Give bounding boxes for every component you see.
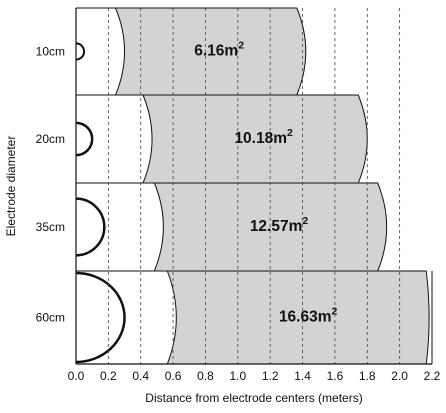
x-tick-label-1.8: 1.8	[359, 369, 376, 383]
area-unit-superscript: 2	[238, 40, 244, 52]
x-tick-label-0.8: 0.8	[197, 369, 214, 383]
area-label-35cm: 12.57m2	[250, 215, 309, 235]
x-tick-label-2.0: 2.0	[391, 369, 408, 383]
category-label-20cm: 20cm	[36, 132, 65, 146]
electrode-60cm	[75, 271, 126, 364]
x-tick-label-1.6: 1.6	[327, 369, 344, 383]
electrode-10cm	[75, 42, 85, 61]
gridlines-layer	[107, 8, 401, 364]
category-label-60cm: 60cm	[36, 311, 65, 325]
x-tick-label-0.6: 0.6	[165, 369, 182, 383]
area-label-10cm: 6.16m2	[194, 40, 244, 60]
bands-layer	[75, 7, 432, 365]
x-tick-label-0.2: 0.2	[100, 369, 117, 383]
labels-layer: 10cm 6.16m2 20cm 10.18m2 35cm 12.57m2 60cm 16.6…	[36, 40, 441, 384]
area-label-20cm: 10.18m2	[234, 127, 293, 147]
x-tick-label-1.2: 1.2	[262, 369, 279, 383]
area-unit-superscript: 2	[287, 127, 293, 139]
x-tick-label-0.4: 0.4	[132, 369, 149, 383]
x-tick-label-1.4: 1.4	[294, 369, 311, 383]
frame-layer	[75, 7, 433, 365]
area-unit-superscript: 2	[302, 215, 308, 227]
electrode-35cm	[75, 197, 106, 257]
x-tick-label-1.0: 1.0	[229, 369, 246, 383]
category-label-35cm: 35cm	[36, 220, 65, 234]
y-axis-label: Electrode diameter	[4, 136, 18, 237]
x-tick-label-2.2: 2.2	[424, 369, 441, 383]
area-label-60cm: 16.63m2	[279, 306, 338, 326]
x-axis-label: Distance from electrode centers (meters)	[145, 391, 362, 405]
area-unit-superscript: 2	[332, 306, 338, 318]
category-label-10cm: 10cm	[36, 45, 65, 59]
electrode-20cm	[75, 121, 94, 157]
x-tick-label-0.0: 0.0	[68, 369, 85, 383]
